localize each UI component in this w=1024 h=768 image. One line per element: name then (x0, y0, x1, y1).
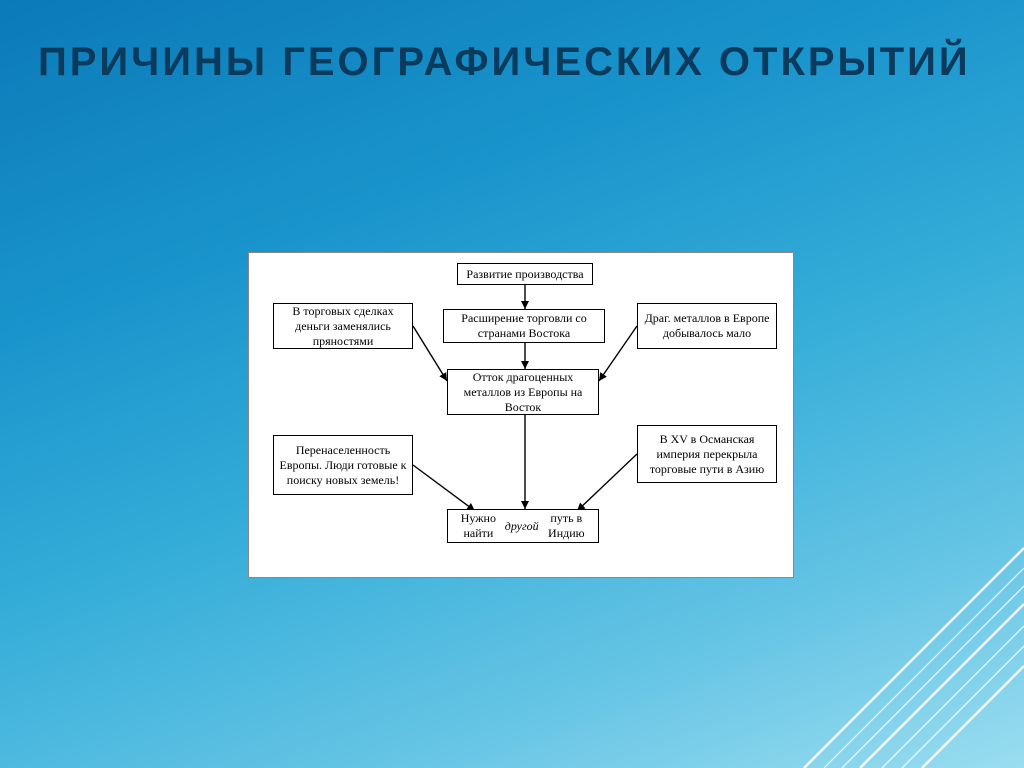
node-ottoman: В XV в Османская империя перекрыла торго… (637, 425, 777, 483)
node-trade-east: Расширение торговли со странами Востока (443, 309, 605, 343)
node-overpopulation: Перенаселенность Европы. Люди готовые к … (273, 435, 413, 495)
node-metals-outflow: Отток драгоценных металлов из Европы на … (447, 369, 599, 415)
decorative-lines (764, 508, 1024, 768)
diagram-panel: Развитие производства Расширение торговл… (248, 252, 794, 578)
node-spices-money: В торговых сделках деньги заменялись пря… (273, 303, 413, 349)
slide-title: ПРИЧИНЫ ГЕОГРАФИЧЕСКИХ ОТКРЫТИЙ (38, 38, 971, 86)
node-metals-scarce: Драг. металлов в Европе добывалось мало (637, 303, 777, 349)
node-find-india-route: Нужно найти другой путь в Индию (447, 509, 599, 543)
node-production: Развитие производства (457, 263, 593, 285)
